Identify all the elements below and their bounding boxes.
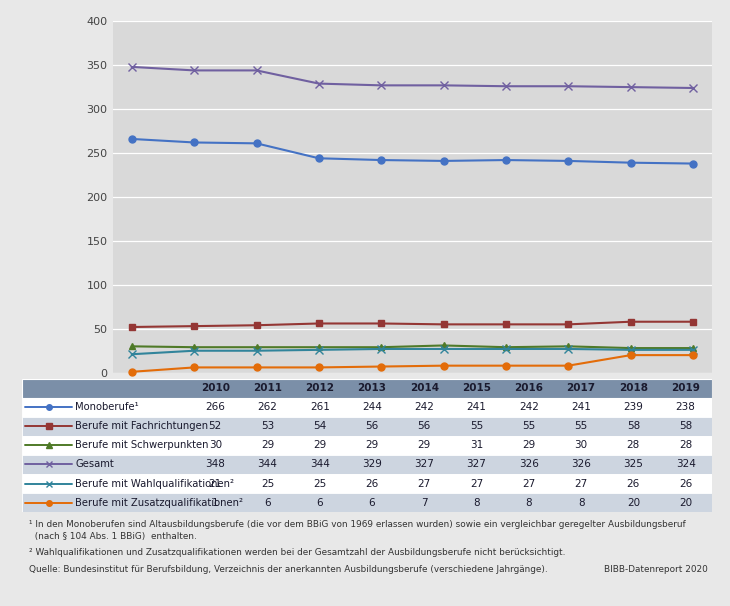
Text: 29: 29 <box>261 441 274 450</box>
Text: 326: 326 <box>571 459 591 470</box>
Text: 2018: 2018 <box>619 383 648 393</box>
Text: 26: 26 <box>366 479 379 488</box>
Text: 29: 29 <box>313 441 326 450</box>
Text: 266: 266 <box>205 402 225 412</box>
Text: 327: 327 <box>415 459 434 470</box>
Text: 2011: 2011 <box>253 383 282 393</box>
Text: 326: 326 <box>519 459 539 470</box>
Text: Berufe mit Zusatzqualifikationen²: Berufe mit Zusatzqualifikationen² <box>75 498 243 508</box>
Text: Gesamt: Gesamt <box>75 459 114 470</box>
Text: 27: 27 <box>418 479 431 488</box>
Text: 58: 58 <box>679 421 692 431</box>
Text: 262: 262 <box>258 402 277 412</box>
Bar <box>22 398 712 417</box>
Text: 238: 238 <box>676 402 696 412</box>
Text: 2012: 2012 <box>305 383 334 393</box>
Text: 25: 25 <box>261 479 274 488</box>
Text: 27: 27 <box>522 479 536 488</box>
Text: 344: 344 <box>258 459 277 470</box>
Text: 239: 239 <box>623 402 643 412</box>
Text: 327: 327 <box>466 459 486 470</box>
Text: 26: 26 <box>679 479 692 488</box>
Text: Berufe mit Schwerpunkten: Berufe mit Schwerpunkten <box>75 441 209 450</box>
Text: 7: 7 <box>421 498 428 508</box>
Text: BIBB-Datenreport 2020: BIBB-Datenreport 2020 <box>604 565 708 574</box>
Bar <box>22 379 712 398</box>
Text: 8: 8 <box>577 498 585 508</box>
Text: 31: 31 <box>470 441 483 450</box>
Text: Berufe mit Wahlqualifikationen²: Berufe mit Wahlqualifikationen² <box>75 479 234 488</box>
Text: 58: 58 <box>627 421 640 431</box>
Text: 325: 325 <box>623 459 643 470</box>
Text: 52: 52 <box>209 421 222 431</box>
Text: 30: 30 <box>209 441 222 450</box>
Text: 344: 344 <box>310 459 330 470</box>
Bar <box>22 474 712 493</box>
Text: 244: 244 <box>362 402 382 412</box>
Text: 29: 29 <box>366 441 379 450</box>
Text: 2017: 2017 <box>566 383 596 393</box>
Text: 29: 29 <box>418 441 431 450</box>
Text: 2010: 2010 <box>201 383 230 393</box>
Text: 242: 242 <box>415 402 434 412</box>
Text: 55: 55 <box>575 421 588 431</box>
Text: Quelle: Bundesinstitut für Berufsbildung, Verzeichnis der anerkannten Ausbildung: Quelle: Bundesinstitut für Berufsbildung… <box>29 565 548 574</box>
Text: 27: 27 <box>470 479 483 488</box>
Text: 26: 26 <box>627 479 640 488</box>
Text: 55: 55 <box>470 421 483 431</box>
Text: 241: 241 <box>466 402 486 412</box>
Text: 55: 55 <box>522 421 536 431</box>
Text: 6: 6 <box>317 498 323 508</box>
Text: 1: 1 <box>212 498 218 508</box>
Text: 53: 53 <box>261 421 274 431</box>
Text: 6: 6 <box>369 498 375 508</box>
Text: Monoberufe¹: Monoberufe¹ <box>75 402 139 412</box>
Text: ² Wahlqualifikationen und Zusatzqualifikationen werden bei der Gesamtzahl der Au: ² Wahlqualifikationen und Zusatzqualifik… <box>29 548 566 557</box>
Text: 348: 348 <box>205 459 225 470</box>
Text: 2016: 2016 <box>515 383 543 393</box>
Text: 241: 241 <box>571 402 591 412</box>
Text: 56: 56 <box>366 421 379 431</box>
Text: 54: 54 <box>313 421 326 431</box>
Text: 2013: 2013 <box>358 383 387 393</box>
Bar <box>22 455 712 474</box>
Text: 21: 21 <box>209 479 222 488</box>
Text: 8: 8 <box>526 498 532 508</box>
Text: 324: 324 <box>676 459 696 470</box>
Text: 30: 30 <box>575 441 588 450</box>
Bar <box>22 417 712 436</box>
Text: 25: 25 <box>313 479 326 488</box>
Text: ¹ In den Monoberufen sind Altausbildungsberufe (die vor dem BBiG von 1969 erlass: ¹ In den Monoberufen sind Altausbildungs… <box>29 520 686 529</box>
Text: 27: 27 <box>575 479 588 488</box>
Text: Berufe mit Fachrichtungen: Berufe mit Fachrichtungen <box>75 421 209 431</box>
Text: 28: 28 <box>627 441 640 450</box>
Text: (nach § 104 Abs. 1 BBiG)  enthalten.: (nach § 104 Abs. 1 BBiG) enthalten. <box>29 532 197 541</box>
Text: 2014: 2014 <box>410 383 439 393</box>
Text: 29: 29 <box>522 441 536 450</box>
Text: 2019: 2019 <box>671 383 700 393</box>
Text: 20: 20 <box>679 498 692 508</box>
Text: 56: 56 <box>418 421 431 431</box>
Text: 20: 20 <box>627 498 640 508</box>
Text: 329: 329 <box>362 459 382 470</box>
Text: 8: 8 <box>473 498 480 508</box>
Text: 2015: 2015 <box>462 383 491 393</box>
Text: 261: 261 <box>310 402 330 412</box>
Bar <box>22 493 712 512</box>
Bar <box>22 436 712 455</box>
Text: 28: 28 <box>679 441 692 450</box>
Text: 6: 6 <box>264 498 271 508</box>
Text: 242: 242 <box>519 402 539 412</box>
